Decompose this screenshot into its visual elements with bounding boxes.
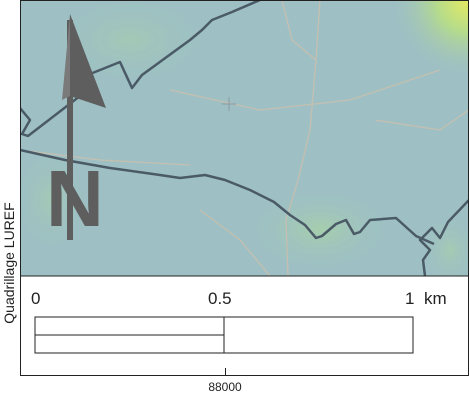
crosshair-marker bbox=[222, 97, 236, 111]
elevation-tint-northeast bbox=[270, 0, 469, 200]
grid-tick bbox=[225, 368, 226, 376]
scale-label-0-5: 0.5 bbox=[208, 289, 232, 308]
road-network bbox=[19, 0, 469, 277]
grid-tick-label: 88000 bbox=[208, 380, 242, 394]
boundary-line-east bbox=[418, 199, 469, 277]
scale-label-1: 1 bbox=[405, 289, 414, 308]
north-arrow: N bbox=[46, 14, 106, 243]
scale-label-0: 0 bbox=[31, 289, 40, 308]
grid-system-label: Quadrillage LUREF bbox=[1, 202, 17, 324]
scale-bar: 0 0.5 1 km bbox=[20, 275, 469, 376]
elevation-tint-south bbox=[240, 185, 400, 275]
boundary-line bbox=[19, 0, 261, 138]
north-arrow-letter: N bbox=[46, 154, 104, 243]
map-frame: N 0 0.5 1 km bbox=[10, 0, 469, 376]
scale-unit: km bbox=[424, 289, 447, 308]
map-canvas[interactable]: N 0 0.5 1 km bbox=[10, 0, 469, 376]
boundary-line-south bbox=[19, 148, 435, 246]
